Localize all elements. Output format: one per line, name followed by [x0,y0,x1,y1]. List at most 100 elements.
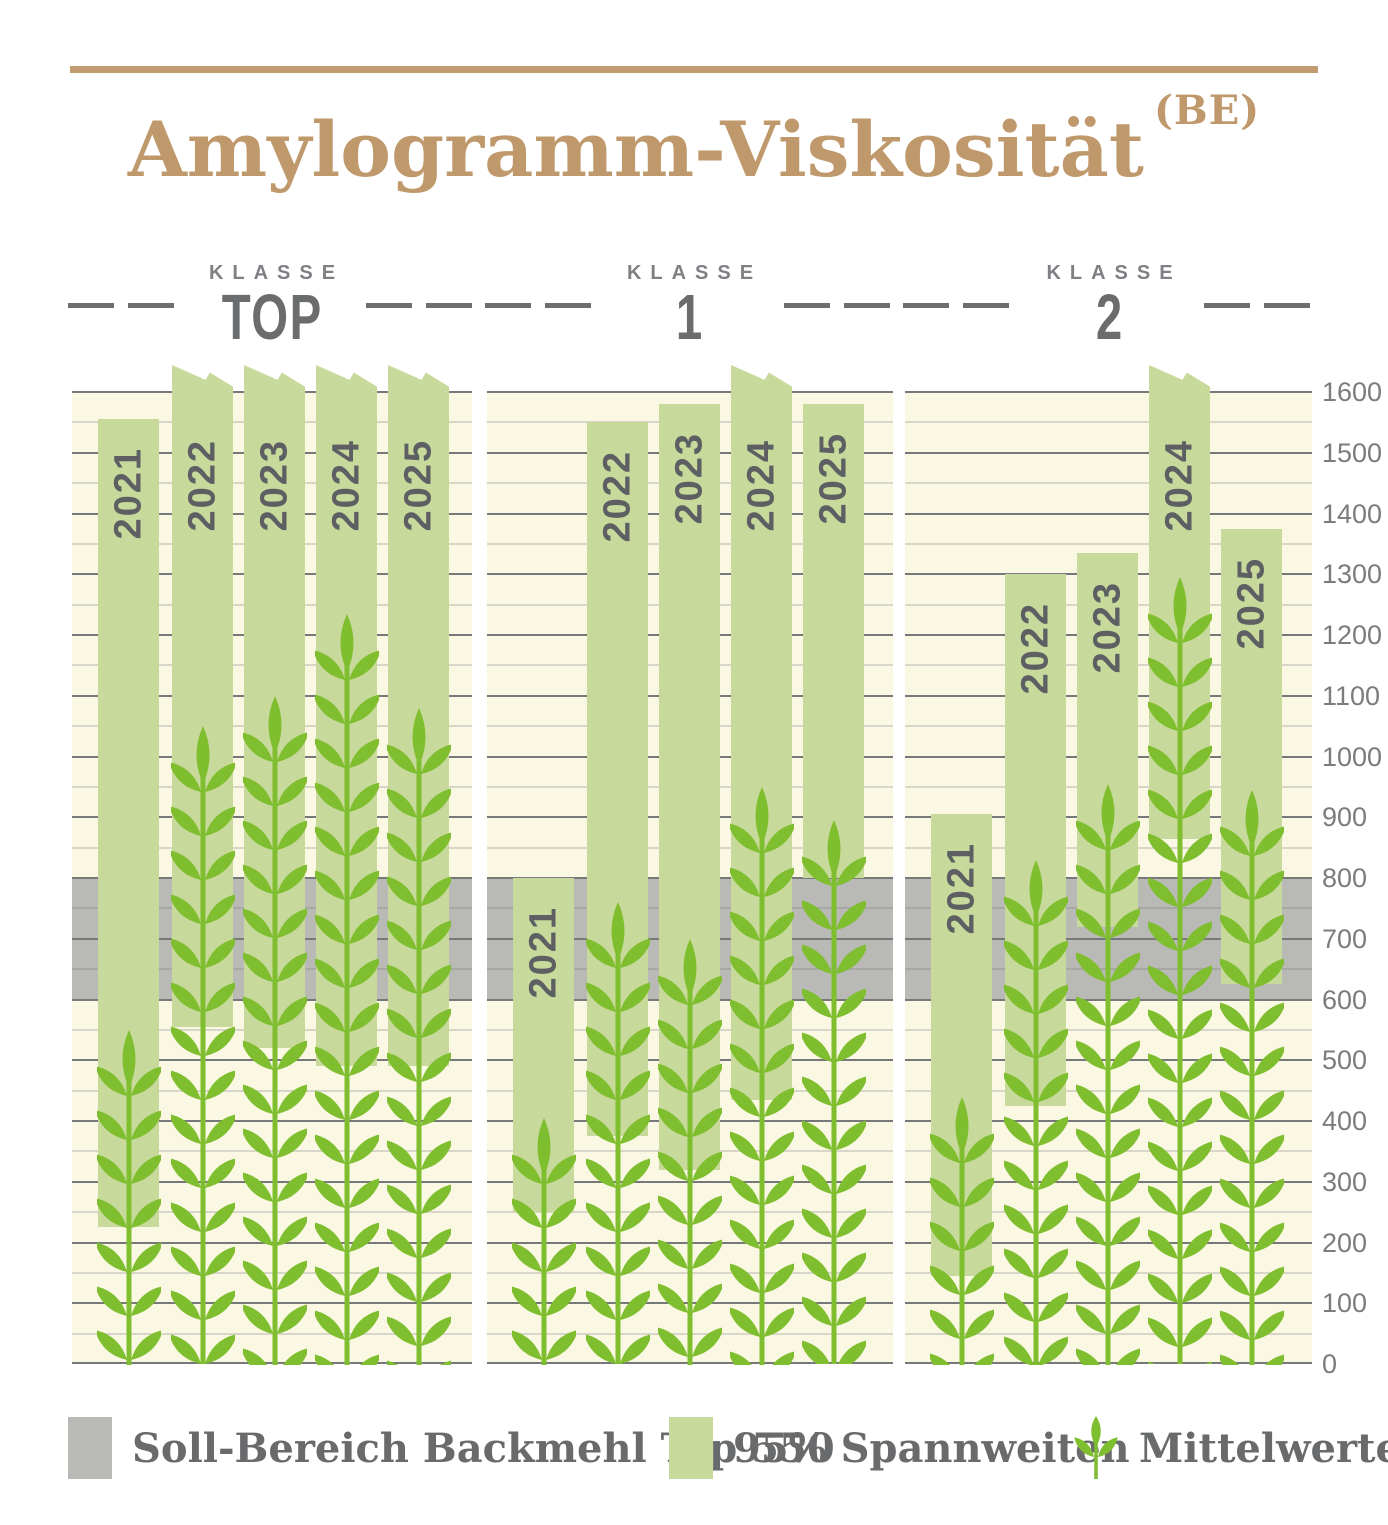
minor-gridline [905,482,1312,484]
range-bar-2021: 2021 [931,814,992,1276]
year-label-2024: 2024 [740,439,782,532]
axis-tick-label: 1600 [1322,377,1383,407]
axis-tick-label: 300 [1322,1167,1368,1197]
wheat-icon [1074,1416,1118,1479]
minor-gridline [487,1333,893,1335]
minor-gridline [72,1333,472,1335]
torn-edge [244,365,305,392]
range-bar-2023: 2023 [244,365,305,1049]
year-label-2021: 2021 [522,906,564,999]
range-bar-2021: 2021 [513,878,574,1213]
range-bar-2022: 2022 [587,422,648,1137]
major-gridline [487,1302,893,1304]
panel-klasse-1: 2021 2022 2023 2024 2025 [487,365,893,1381]
band-swatch [68,1417,112,1479]
legend-item-mittelwerte: Mittelwerte [1073,1414,1388,1482]
year-label-2022: 2022 [181,439,223,532]
year-label-2022: 2022 [1014,602,1056,695]
year-label-2024: 2024 [325,439,367,532]
header-dash-line [784,303,895,308]
range-bar-2022: 2022 [172,365,233,1027]
range-bar-2024: 2024 [731,365,792,1100]
panel-klasse-top: 2021 2022 2023 2024 2025 [72,365,472,1390]
year-label-2021: 2021 [940,842,982,935]
axis-tick-label: 1400 [1322,499,1383,529]
year-label-2023: 2023 [1086,580,1128,674]
klasse-label: KLASSE [208,262,345,284]
range-bar-2023: 2023 [659,404,720,1170]
year-label-2023: 2023 [253,439,295,532]
axis-tick-label: 700 [1322,924,1368,954]
range-bar-2025: 2025 [1221,528,1282,985]
range-bar-2025: 2025 [803,404,864,878]
group-header-klasse-top: KLASSE TOP [68,262,476,362]
klasse-name: TOP [221,281,323,353]
header-dash-line [68,303,178,308]
range-bar-2024: 2024 [316,365,377,1067]
title-divider [70,66,1318,73]
range-bar-2022: 2022 [1005,574,1066,1106]
legend-label: Soll-Bereich Backmehl Typ 550 [132,1424,835,1472]
klasse-name: 1 [676,281,704,353]
torn-edge [172,365,233,392]
major-gridline [905,452,1312,454]
header-dash-line [366,303,476,308]
axis-tick-label: 600 [1322,985,1368,1015]
legend-label: 95% Spannweiten [733,1424,1130,1472]
minor-gridline [487,1272,893,1274]
bar-fill [98,419,159,1228]
torn-edge [1149,365,1210,392]
axis-tick-label: 400 [1322,1106,1368,1136]
legend-item-soll-bereich: Soll-Bereich Backmehl Typ 550 [68,1414,835,1482]
year-label-2023: 2023 [668,432,710,525]
year-label-2025: 2025 [1230,556,1272,650]
axis-tick-label: 0 [1322,1349,1338,1379]
klasse-name: 2 [1095,281,1124,353]
major-gridline [72,1302,472,1304]
minor-gridline [905,1333,1312,1335]
major-gridline [905,391,1312,393]
major-gridline [905,1302,1312,1304]
major-gridline [905,513,1312,515]
major-gridline [487,1362,893,1364]
axis-tick-label: 1300 [1322,559,1383,589]
axis-tick-label: 1200 [1322,620,1383,650]
axis-tick-label: 200 [1322,1228,1368,1258]
klasse-label: KLASSE [1046,262,1182,284]
torn-edge [388,365,449,392]
group-header-label: KLASSE 2 [1015,262,1203,349]
major-gridline [487,1242,893,1244]
chart-title-unit: (BE) [1153,86,1261,134]
range-bar-2024: 2024 [1149,365,1210,839]
year-label-2025: 2025 [812,432,854,525]
major-gridline [905,1362,1312,1364]
major-gridline [487,391,893,393]
header-dash-line [485,303,596,308]
major-gridline [72,1362,472,1364]
axis-tick-label: 900 [1322,802,1368,832]
axis-tick-label: 500 [1322,1045,1368,1075]
group-header-klasse-2: KLASSE 2 [903,262,1316,362]
bar-swatch [669,1417,713,1479]
axis-tick-label: 1500 [1322,438,1383,468]
major-gridline [72,1242,472,1244]
year-label-2021: 2021 [107,447,149,540]
legend-item-spannweiten: 95% Spannweiten [669,1414,1130,1482]
group-header-label: KLASSE 1 [596,262,784,349]
header-dash-line [903,303,1016,308]
axis-tick-label: 100 [1322,1288,1368,1318]
year-label-2024: 2024 [1158,439,1200,532]
axis-tick-label: 800 [1322,863,1368,893]
bar-fill [803,404,864,878]
minor-gridline [905,543,1312,545]
year-label-2025: 2025 [397,439,439,532]
y-axis: 0 100 200 300 400 500 600 700 800 900 1000 1100 1200… [1322,377,1388,1379]
year-label-2022: 2022 [596,450,638,543]
chart-title-text: Amylogramm-Viskosität [127,105,1144,194]
range-bar-2025: 2025 [388,365,449,1067]
minor-gridline [72,1272,472,1274]
torn-edge [731,365,792,392]
klasse-label: KLASSE [626,262,763,284]
axis-tick-label: 1100 [1322,681,1381,711]
